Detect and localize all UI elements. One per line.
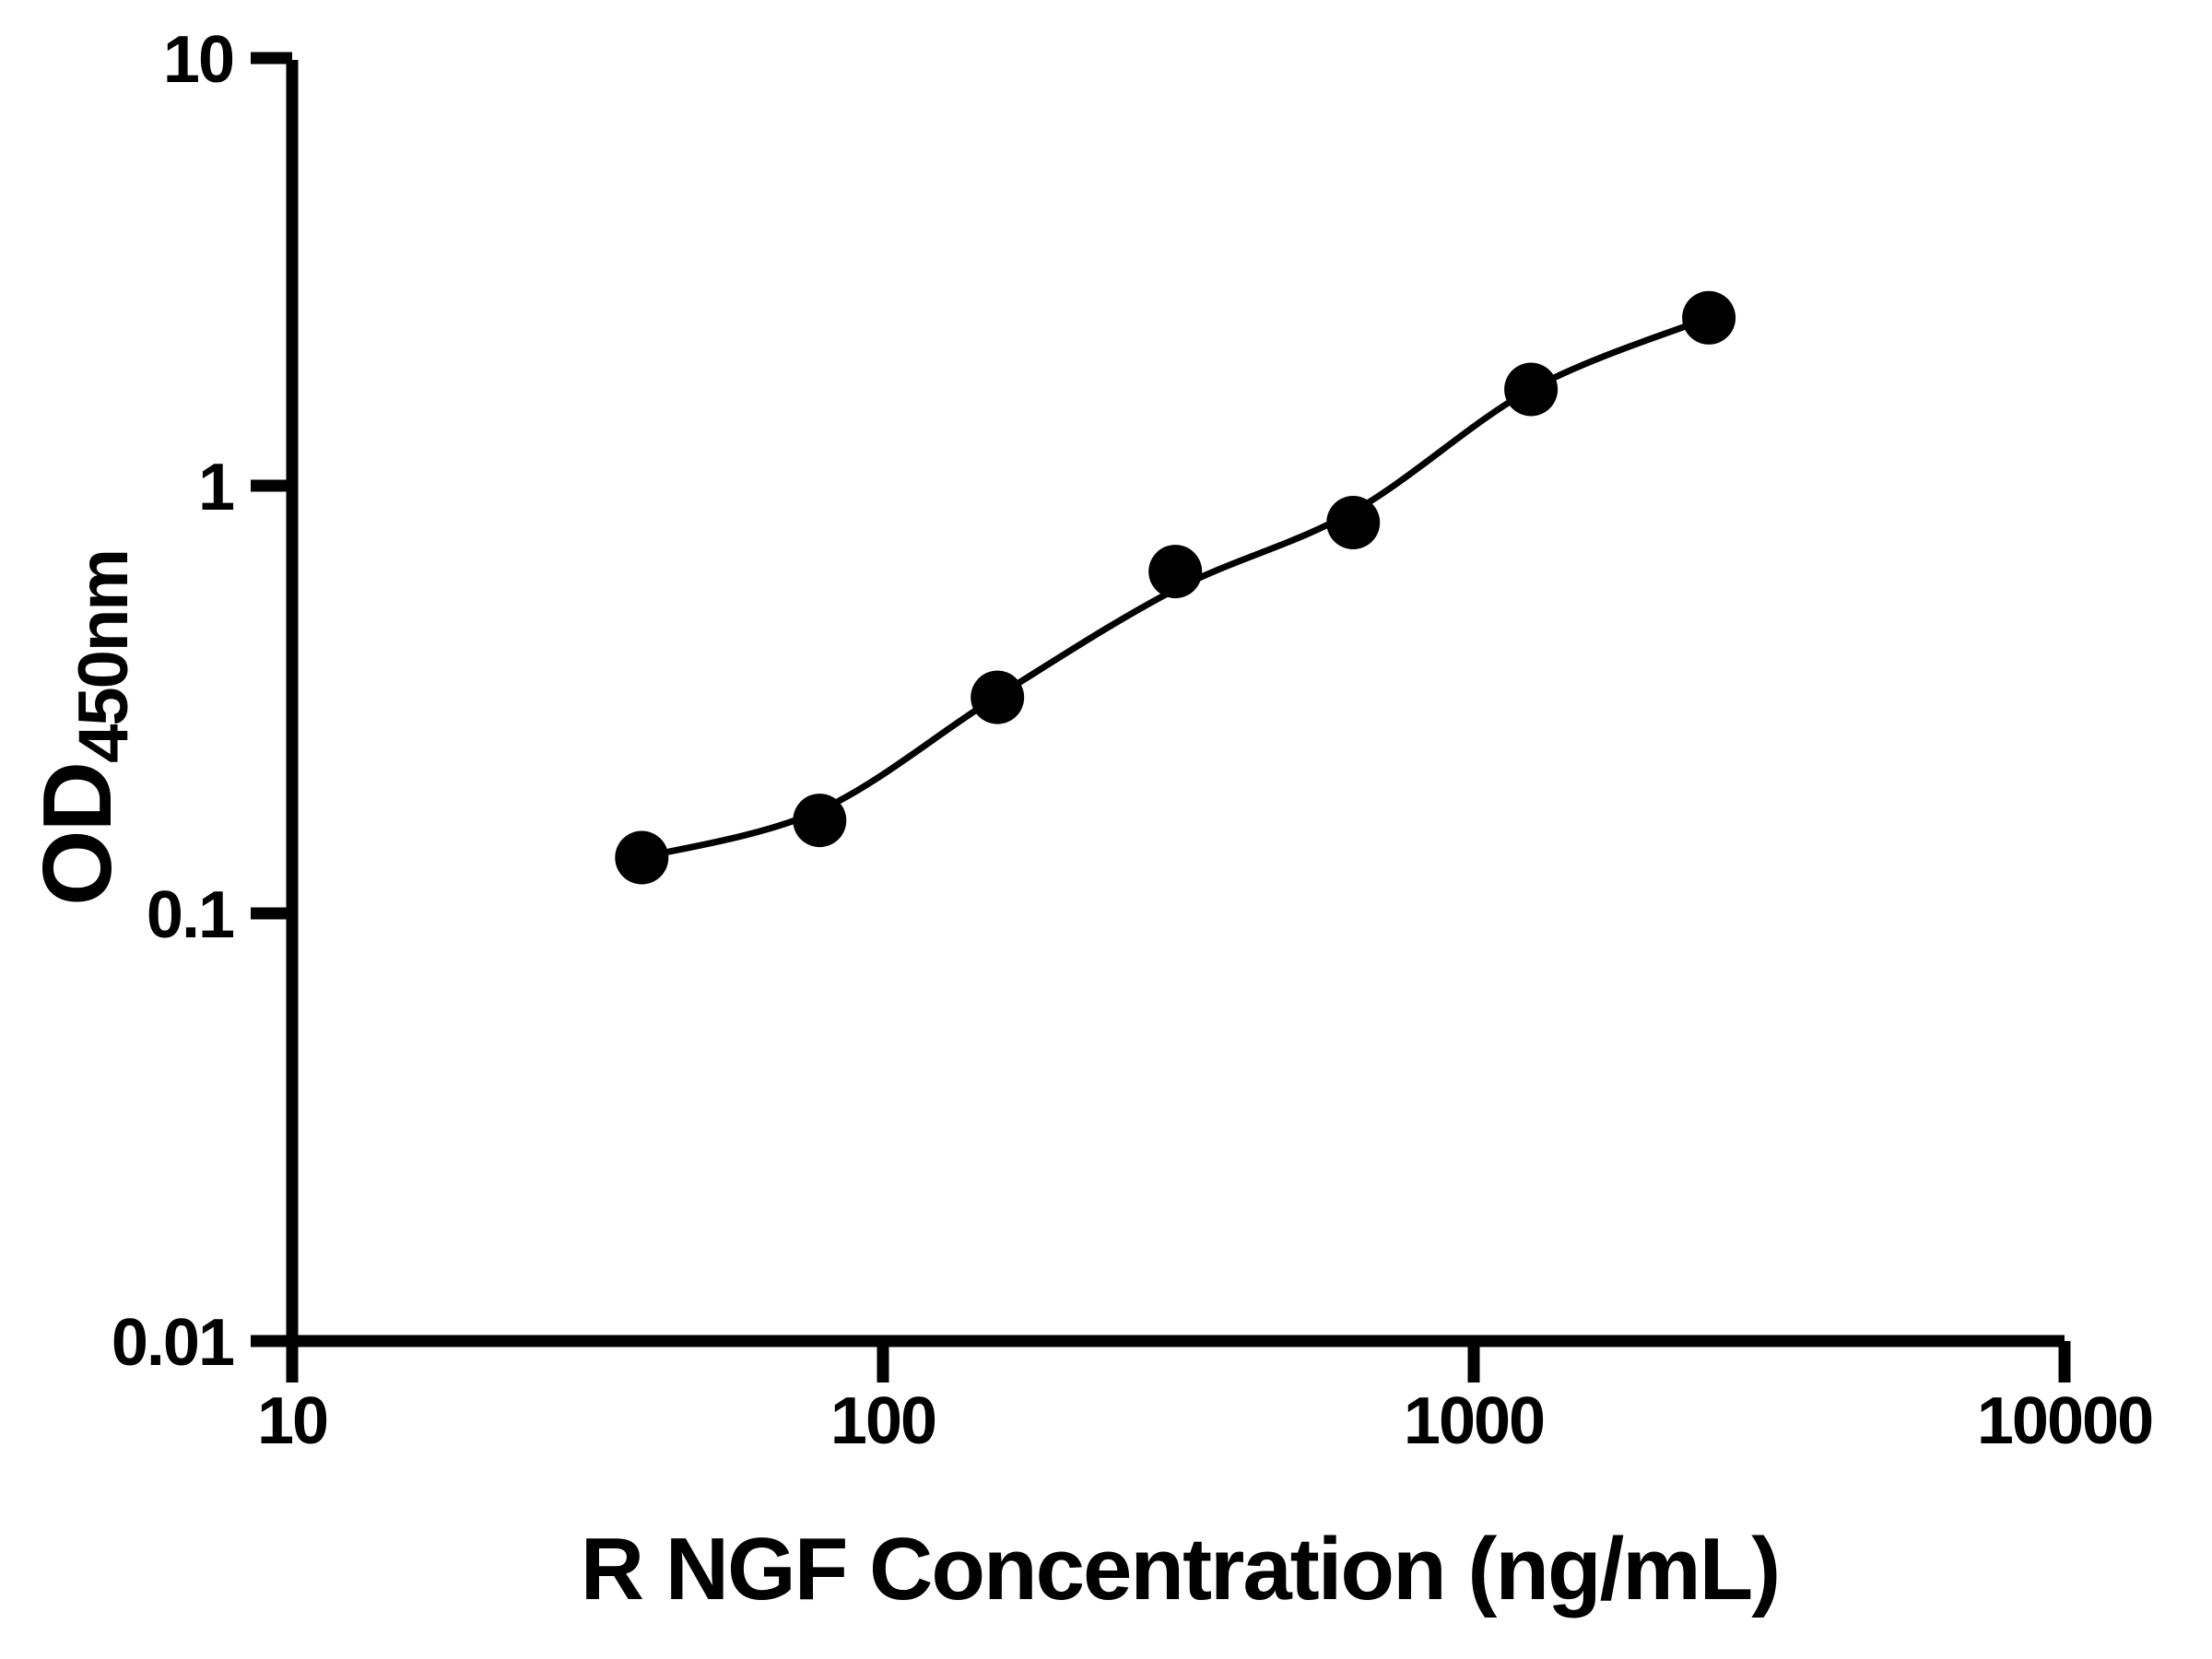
y-axis-title: OD450nm xyxy=(23,550,143,906)
x-tick-label: 10000 xyxy=(1977,1384,2152,1458)
x-axis-title: R NGF Concentration (ng/mL) xyxy=(581,1520,1780,1618)
data-point xyxy=(1326,496,1381,549)
chart-plot-area: 10 1 0.1 0.01 10 100 1000 10000 xyxy=(112,23,2154,1458)
x-tick-label: 1000 xyxy=(1404,1384,1544,1458)
data-point xyxy=(1148,545,1203,599)
data-point xyxy=(971,670,1025,724)
y-axis-title-sub: 450nm xyxy=(65,550,143,763)
x-tick-label: 10 xyxy=(257,1384,327,1458)
y-tick-label: 10 xyxy=(163,23,233,97)
data-point xyxy=(615,830,669,885)
data-point xyxy=(1682,290,1736,345)
y-tick-label: 0.1 xyxy=(147,878,234,952)
y-tick-label: 1 xyxy=(198,451,234,524)
y-tick-label: 0.01 xyxy=(112,1306,234,1380)
y-axis-title-main: OD xyxy=(23,763,132,906)
x-tick-label: 100 xyxy=(830,1384,935,1458)
data-point xyxy=(793,794,847,848)
data-point xyxy=(1504,362,1559,417)
